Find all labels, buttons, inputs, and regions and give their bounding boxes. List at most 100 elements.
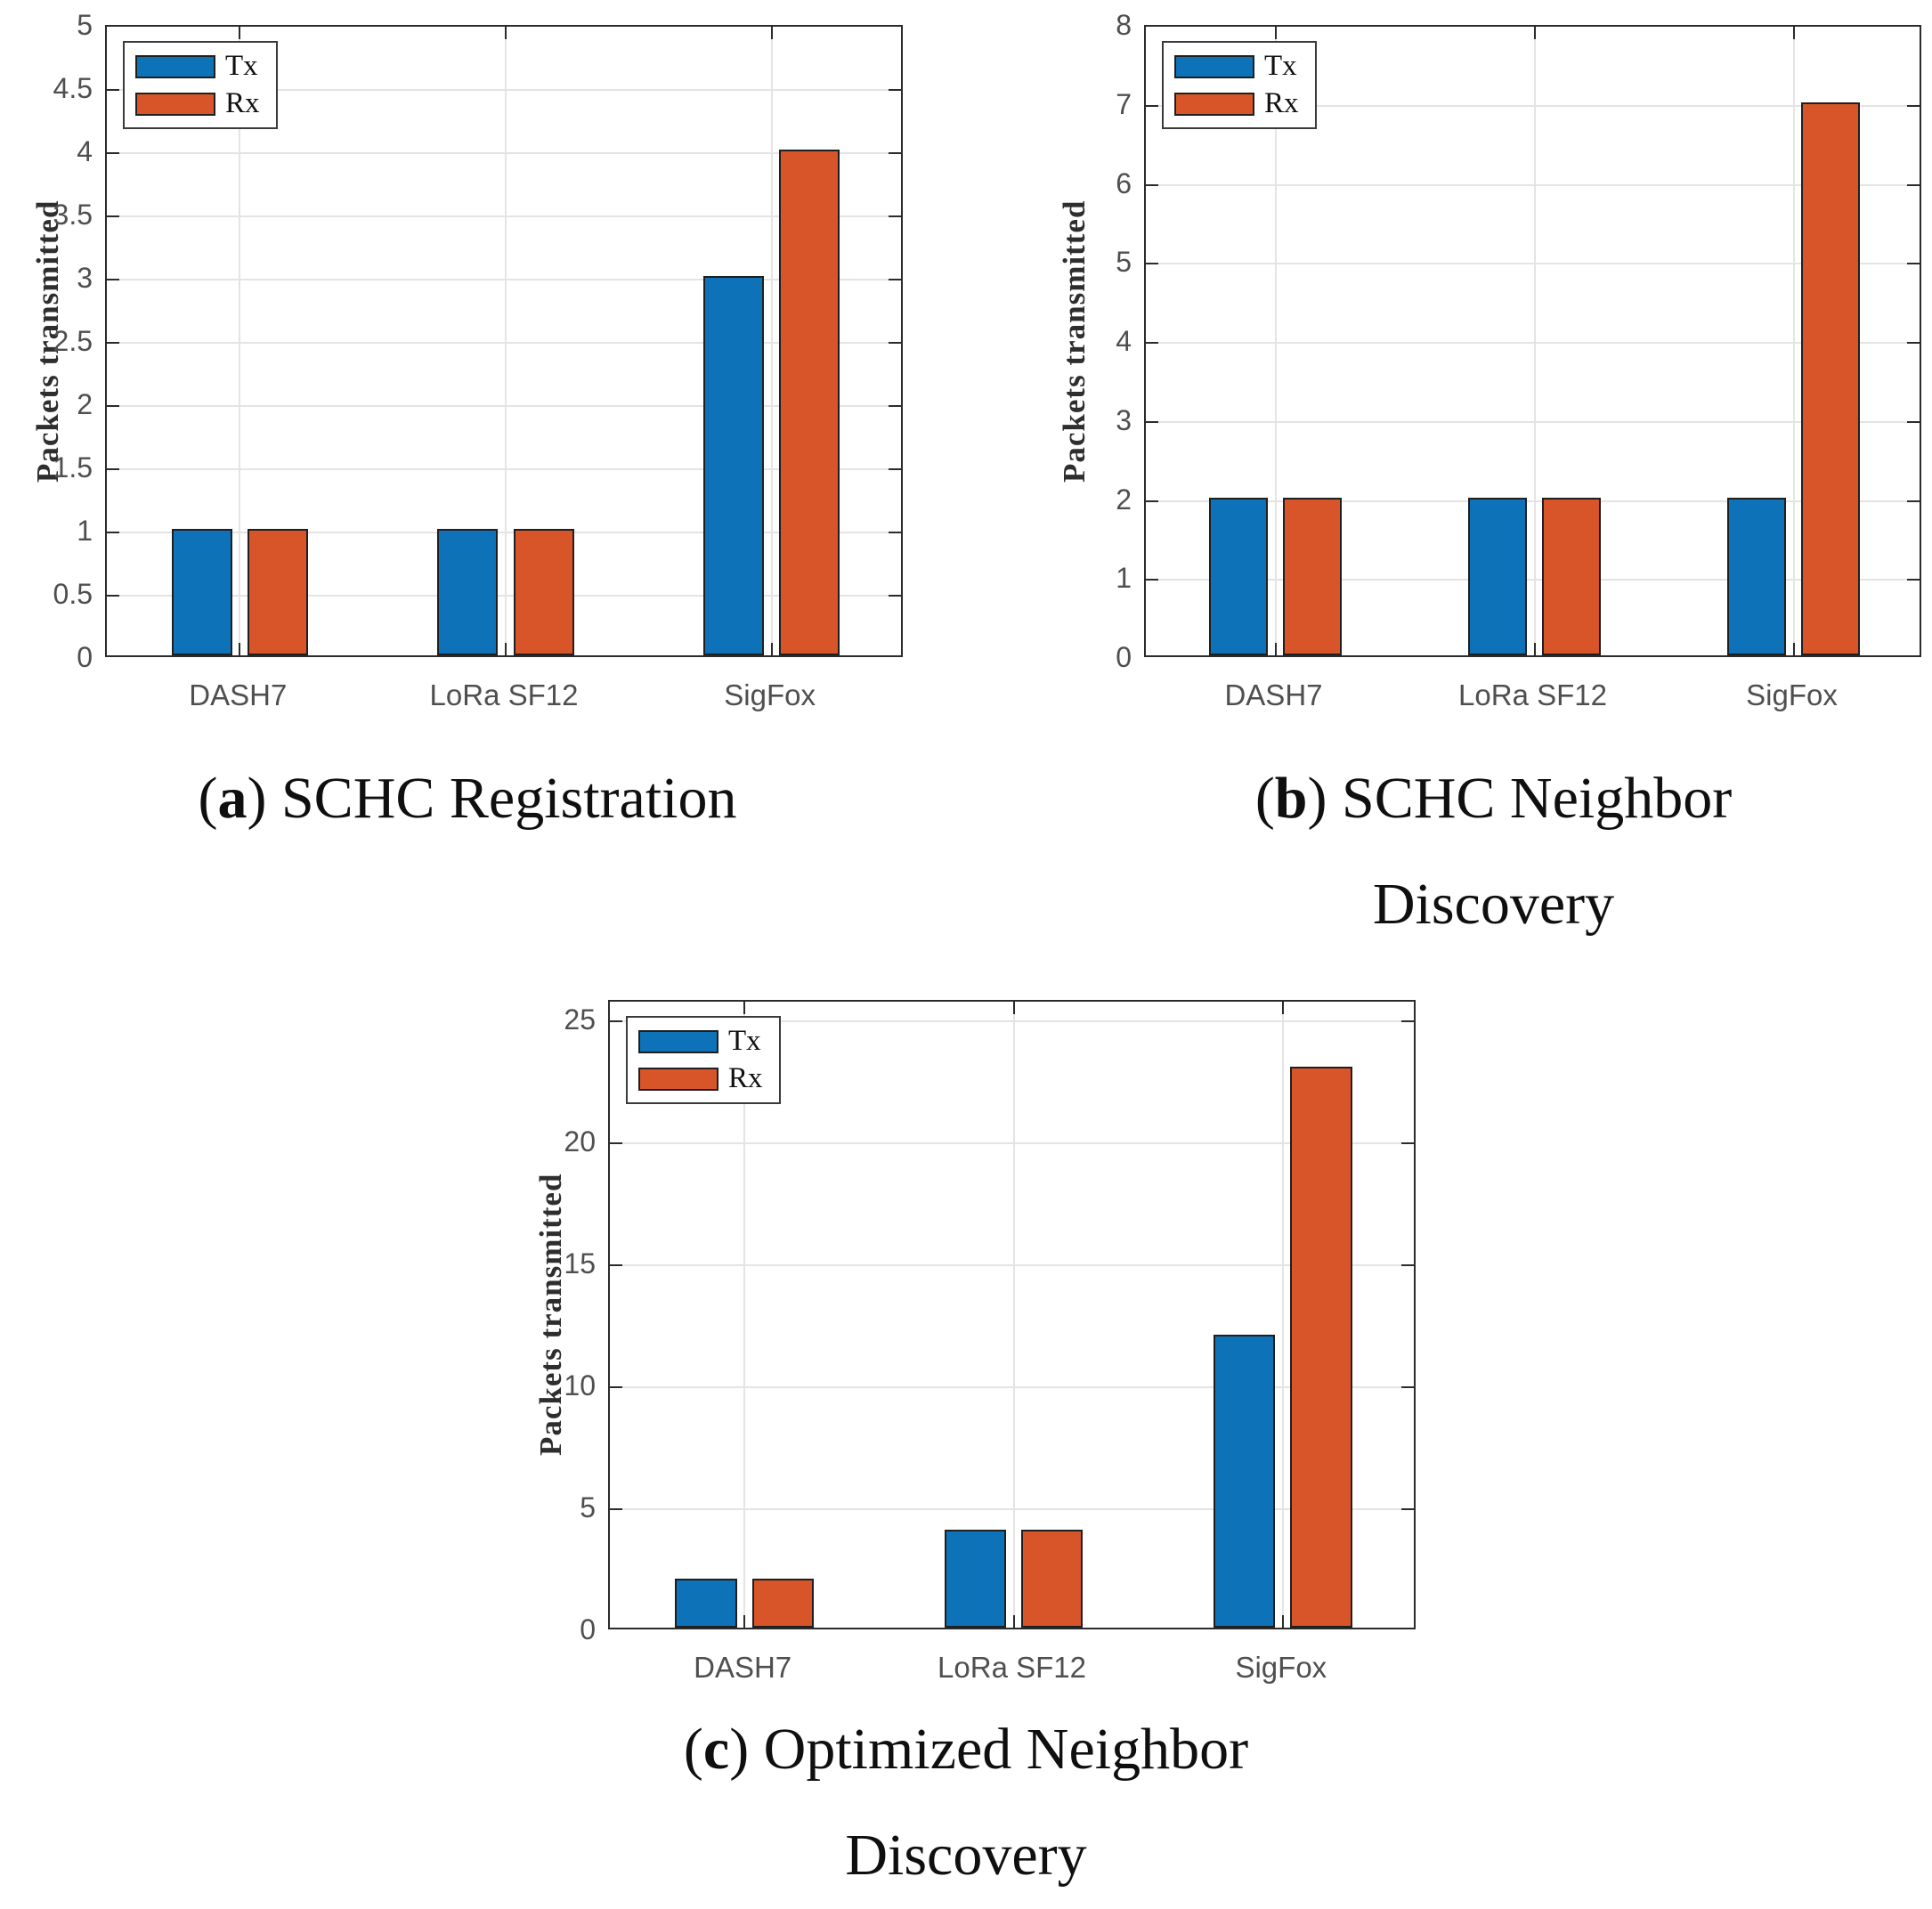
legend-label-tx: Tx bbox=[225, 50, 258, 82]
bar-rx-lora-sf12 bbox=[513, 529, 574, 655]
legend: Tx Rx bbox=[626, 1016, 781, 1104]
y-tick-right bbox=[1907, 104, 1920, 107]
y-tick-label: 0 bbox=[77, 641, 93, 673]
legend-label-tx: Tx bbox=[1264, 50, 1297, 82]
y-tick-right bbox=[1401, 1263, 1414, 1266]
x-tick-top bbox=[1274, 27, 1277, 39]
caption-text: (c) Optimized Neighbor Discovery bbox=[683, 1717, 1249, 1888]
x-tick-top bbox=[743, 1002, 746, 1014]
chart-optimized-neighbor-discovery: Packets transmitted Tx Rx 0 5 10 15 20 25 DASH7… bbox=[530, 1000, 1429, 1703]
y-tick-right bbox=[1907, 579, 1920, 581]
plot-area: Tx Rx bbox=[105, 25, 903, 657]
v-gridline bbox=[1792, 27, 1795, 655]
caption-letter: a bbox=[217, 766, 248, 831]
legend-swatch-tx bbox=[638, 1029, 718, 1053]
legend-swatch-tx bbox=[135, 54, 215, 78]
x-tick-label: DASH7 bbox=[1224, 678, 1323, 711]
y-tick-right bbox=[1401, 1019, 1414, 1022]
x-tick-bottom bbox=[1533, 643, 1536, 655]
y-tick-label: 7 bbox=[1116, 87, 1132, 120]
caption-letter: b bbox=[1274, 766, 1308, 831]
x-tick-bottom bbox=[505, 643, 507, 655]
bar-rx-dash7 bbox=[1282, 497, 1343, 655]
y-tick-right bbox=[889, 342, 901, 344]
y-tick-label: 2 bbox=[1116, 483, 1132, 516]
y-tick-label: 4 bbox=[1116, 325, 1132, 357]
y-tick-label: 3.5 bbox=[53, 199, 93, 231]
bar-tx-sigfox bbox=[1726, 497, 1787, 655]
h-gridline bbox=[107, 279, 901, 280]
v-gridline bbox=[743, 1002, 746, 1628]
x-tick-bottom bbox=[1274, 643, 1277, 655]
y-tick-left bbox=[1146, 500, 1158, 502]
legend-row-tx: Tx bbox=[638, 1027, 763, 1056]
h-gridline bbox=[610, 1263, 1414, 1266]
h-gridline bbox=[107, 468, 901, 470]
h-gridline bbox=[1146, 263, 1920, 265]
bar-tx-dash7 bbox=[1208, 497, 1269, 655]
v-gridline bbox=[1281, 1002, 1284, 1628]
y-tick-label: 20 bbox=[564, 1125, 596, 1158]
bar-tx-dash7 bbox=[675, 1579, 737, 1628]
caption-schc-neighbor-discovery: (b) SCHC Neighbor Discovery bbox=[1055, 746, 1932, 958]
x-tick-bottom bbox=[1792, 643, 1795, 655]
y-tick-right bbox=[889, 279, 901, 280]
h-gridline bbox=[107, 595, 901, 597]
legend-label-rx: Rx bbox=[225, 87, 260, 119]
x-tick-label: LoRa SF12 bbox=[938, 1651, 1086, 1684]
x-tick-bottom bbox=[1012, 1615, 1015, 1628]
x-tick-bottom bbox=[1281, 1615, 1284, 1628]
legend-row-rx: Rx bbox=[638, 1064, 763, 1093]
h-gridline bbox=[107, 89, 901, 91]
legend: Tx Rx bbox=[123, 41, 278, 129]
y-tick-right bbox=[889, 595, 901, 597]
caption-letter: c bbox=[702, 1717, 730, 1782]
legend-label-tx: Tx bbox=[728, 1025, 761, 1057]
bar-rx-sigfox bbox=[1800, 102, 1861, 655]
v-gridline bbox=[770, 27, 773, 655]
y-tick-label: 0 bbox=[1116, 641, 1132, 673]
legend-row-tx: Tx bbox=[135, 52, 260, 81]
x-tick-top bbox=[239, 27, 241, 39]
y-tick-left bbox=[107, 532, 119, 533]
x-tick-label: DASH7 bbox=[694, 1651, 792, 1684]
plot-area: Tx Rx bbox=[608, 1000, 1416, 1629]
bar-rx-lora-sf12 bbox=[1541, 497, 1602, 655]
y-tick-left bbox=[107, 405, 119, 407]
x-tick-bottom bbox=[743, 1615, 746, 1628]
h-gridline bbox=[1146, 579, 1920, 581]
y-tick-right bbox=[1401, 1385, 1414, 1388]
bar-rx-lora-sf12 bbox=[1021, 1530, 1084, 1628]
h-gridline bbox=[610, 1507, 1414, 1510]
chart-schc-neighbor-discovery: Packets transmitted Tx Rx 0 1 2 3 4 5 6 7 8 DASH7 L… bbox=[1055, 9, 1932, 737]
y-tick-label: 2.5 bbox=[53, 325, 93, 357]
y-tick-right bbox=[889, 89, 901, 91]
legend-swatch-rx bbox=[638, 1067, 718, 1091]
caption-schc-registration: (a) SCHC Registration bbox=[18, 746, 917, 852]
y-tick-label: 25 bbox=[564, 1003, 596, 1036]
legend-label-rx: Rx bbox=[728, 1062, 763, 1094]
y-tick-label: 10 bbox=[564, 1369, 596, 1401]
bar-tx-lora-sf12 bbox=[437, 529, 499, 655]
y-tick-label: 0.5 bbox=[53, 578, 93, 610]
y-tick-label: 8 bbox=[1116, 9, 1132, 41]
bar-tx-lora-sf12 bbox=[944, 1530, 1006, 1628]
y-tick-left bbox=[1146, 420, 1158, 423]
v-gridline bbox=[1274, 27, 1277, 655]
y-tick-label: 4.5 bbox=[53, 72, 93, 104]
x-tick-label: LoRa SF12 bbox=[429, 678, 579, 711]
x-tick-top bbox=[505, 27, 507, 39]
y-tick-right bbox=[889, 405, 901, 407]
h-gridline bbox=[107, 405, 901, 407]
v-gridline bbox=[1012, 1002, 1015, 1628]
h-gridline bbox=[1146, 183, 1920, 186]
x-tick-label: SigFox bbox=[724, 678, 816, 711]
h-gridline bbox=[1146, 420, 1920, 423]
y-tick-left bbox=[1146, 104, 1158, 107]
legend-swatch-rx bbox=[1174, 92, 1254, 116]
legend-row-rx: Rx bbox=[135, 89, 260, 118]
caption-optimized-neighbor-discovery: (c) Optimized Neighbor Discovery bbox=[494, 1697, 1438, 1909]
y-tick-left bbox=[107, 595, 119, 597]
y-tick-left bbox=[107, 468, 119, 470]
y-tick-left bbox=[610, 1019, 622, 1022]
